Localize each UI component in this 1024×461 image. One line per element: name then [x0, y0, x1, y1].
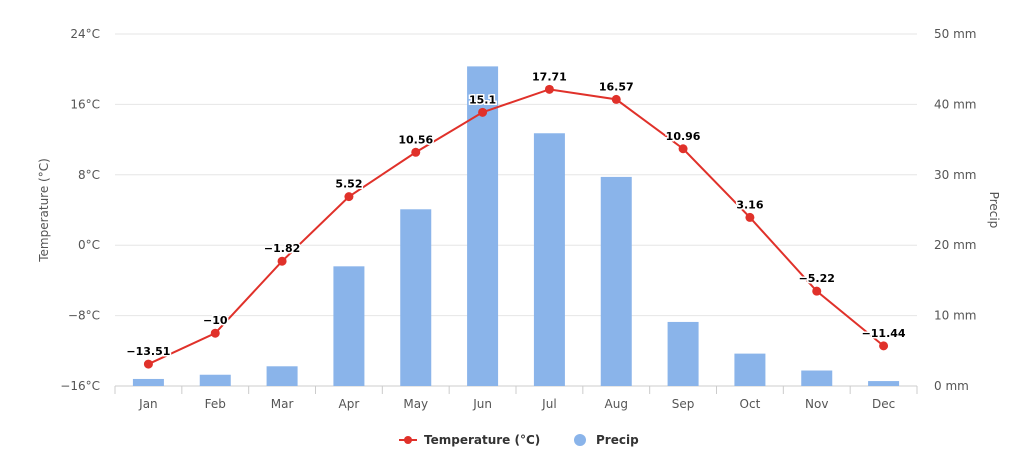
precip-bar [734, 353, 766, 386]
legend: Temperature (°C) Precip [399, 433, 639, 447]
precip-bar [667, 321, 699, 386]
precip-bar [400, 209, 432, 386]
y-left-tick-label: −16°C [60, 379, 100, 393]
temperature-series-line [147, 88, 885, 365]
x-tick-label: Feb [205, 397, 226, 411]
y-axis-left-title: Temperature (°C) [37, 158, 51, 263]
precip-bar [868, 381, 900, 386]
legend-item-temperature[interactable]: Temperature (°C) [399, 433, 540, 447]
x-tick-label: Mar [271, 397, 294, 411]
x-tick-label: Nov [805, 397, 828, 411]
precip-bar [333, 266, 365, 386]
temperature-point [812, 286, 822, 296]
axes: −16°C −8°C 0°C 8°C 16°C 24°C 0 mm 10 mm 20 mm 30 … [60, 27, 976, 411]
x-tick-label: Jan [138, 397, 158, 411]
temperature-data-label: −11.44 [862, 327, 906, 340]
y-left-tick-label: −8°C [68, 309, 100, 323]
y-axis-right-title: Precip [987, 192, 1001, 229]
precip-bar [600, 176, 632, 386]
temperature-point [210, 328, 220, 338]
temperature-data-label: −5.22 [799, 272, 835, 285]
temperature-data-label: −13.51 [126, 345, 170, 358]
y-right-tick-label: 40 mm [934, 97, 976, 111]
x-tick-label: Apr [339, 397, 360, 411]
precip-bar [266, 366, 298, 386]
legend-item-precip[interactable]: Precip [574, 433, 639, 447]
temperature-data-label: 16.57 [599, 80, 634, 93]
temperature-line [143, 84, 889, 369]
precip-bar [132, 378, 164, 386]
y-left-tick-label: 0°C [78, 238, 100, 252]
temperature-data-label: 17.71 [532, 70, 567, 83]
y-left-tick-label: 8°C [78, 168, 100, 182]
legend-marker-symbol [404, 436, 412, 444]
y-right-tick-label: 30 mm [934, 168, 976, 182]
legend-label-temperature: Temperature (°C) [424, 433, 540, 447]
temperature-point [277, 256, 287, 266]
temperature-point [344, 192, 354, 202]
temperature-data-label: −1.82 [264, 242, 300, 255]
temperature-point [611, 94, 621, 104]
temperature-point [745, 212, 755, 222]
grid-lines [115, 33, 917, 387]
y-left-tick-label: 16°C [70, 97, 100, 111]
y-right-tick-label: 50 mm [934, 27, 976, 41]
temperature-point [879, 341, 889, 351]
temperature-data-label: 3.16 [736, 198, 763, 211]
x-tick-label: Dec [872, 397, 895, 411]
temperature-data-label: 10.96 [666, 130, 701, 143]
temperature-point [411, 147, 421, 157]
x-tick-label: May [403, 397, 428, 411]
precip-bar [199, 374, 231, 386]
precip-bars [132, 66, 900, 386]
y-right-tick-label: 20 mm [934, 238, 976, 252]
temperature-point [678, 144, 688, 154]
x-tick-label: Aug [605, 397, 628, 411]
temperature-data-label: 10.56 [398, 133, 433, 146]
temperature-data-label: 5.52 [335, 178, 362, 191]
precip-bar [801, 370, 833, 386]
temperature-data-label: 15.1 [469, 93, 496, 106]
temperature-point [143, 359, 153, 369]
x-tick-label: Oct [740, 397, 761, 411]
y-right-tick-label: 10 mm [934, 309, 976, 323]
x-tick-label: Sep [672, 397, 695, 411]
legend-label-precip: Precip [596, 433, 639, 447]
y-left-tick-label: 24°C [70, 27, 100, 41]
y-right-tick-label: 0 mm [934, 379, 969, 393]
x-tick-label: Jul [541, 397, 556, 411]
data-labels: −13.51 −10 −1.82 5.52 10.56 15.1 17.71 16.57 10.… [125, 69, 908, 360]
temperature-data-label: −10 [203, 314, 228, 327]
temperature-point [544, 84, 554, 94]
temperature-point [478, 107, 488, 117]
legend-bar-symbol [574, 434, 586, 446]
x-tick-label: Jun [472, 397, 492, 411]
precip-bar [533, 133, 565, 386]
